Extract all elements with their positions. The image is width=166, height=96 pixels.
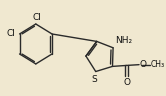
Text: CH₃: CH₃	[151, 60, 165, 69]
Text: O: O	[123, 78, 130, 87]
Text: S: S	[91, 75, 97, 84]
Text: Cl: Cl	[32, 13, 41, 22]
Text: O: O	[140, 60, 147, 69]
Text: NH₂: NH₂	[115, 36, 133, 45]
Text: Cl: Cl	[7, 29, 16, 38]
